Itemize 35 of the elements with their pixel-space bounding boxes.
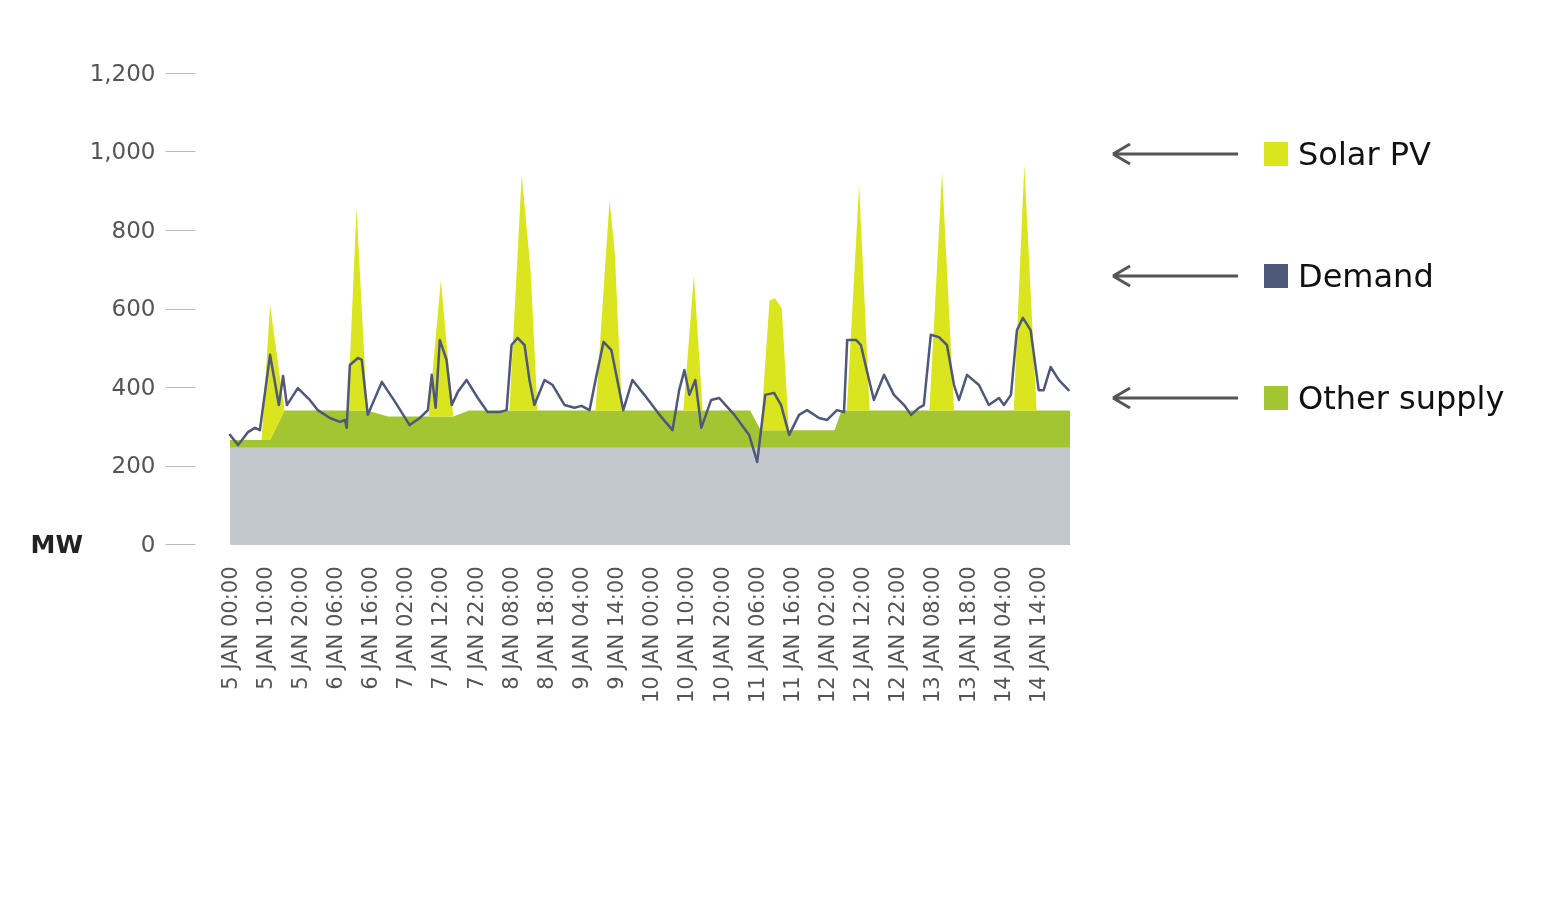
x-tick-label: 9 JAN 04:00 — [568, 566, 593, 690]
x-tick-label: 13 JAN 18:00 — [955, 566, 980, 703]
x-tick-label: 11 JAN 16:00 — [779, 566, 804, 703]
x-tick-label: 10 JAN 10:00 — [674, 566, 699, 703]
x-tick-label: 5 JAN 10:00 — [252, 566, 277, 690]
x-tick-label: 10 JAN 20:00 — [709, 566, 734, 703]
y-tick-label: 800 — [111, 216, 156, 243]
x-tick-label: 7 JAN 12:00 — [428, 566, 453, 690]
y-axis-title: MW — [30, 529, 83, 559]
y-tick-label: 200 — [111, 452, 156, 478]
x-tick-label: 8 JAN 08:00 — [498, 566, 523, 690]
y-tick-label: 400 — [111, 373, 156, 400]
x-tick-label: 12 JAN 02:00 — [814, 566, 839, 703]
x-tick-label: 8 JAN 18:00 — [533, 566, 558, 690]
y-tick-label: 600 — [111, 295, 156, 321]
x-tick-label: 12 JAN 22:00 — [885, 566, 910, 703]
x-tick-label: 7 JAN 02:00 — [393, 566, 418, 690]
x-tick-label: 13 JAN 08:00 — [920, 566, 945, 703]
y-tick-label: 1,200 — [89, 59, 156, 86]
y-tick-label: 1,000 — [89, 138, 156, 164]
legend-label: Other supply — [1298, 379, 1505, 417]
legend-label: Demand — [1298, 257, 1434, 295]
x-tick-label: 7 JAN 22:00 — [463, 566, 488, 690]
x-tick-label: 9 JAN 14:00 — [604, 566, 629, 690]
x-tick-label: 12 JAN 12:00 — [850, 566, 875, 703]
x-tick-label: 11 JAN 06:00 — [744, 566, 769, 703]
x-tick-label: 14 JAN 14:00 — [1025, 566, 1050, 703]
y-tick-label: 0 — [140, 530, 156, 557]
x-tick-label: 5 JAN 00:00 — [217, 566, 242, 690]
x-tick-label: 14 JAN 04:00 — [990, 566, 1015, 703]
x-tick-label: 6 JAN 16:00 — [358, 566, 383, 690]
x-tick-label: 10 JAN 00:00 — [639, 566, 664, 703]
x-tick-label: 6 JAN 06:00 — [322, 566, 347, 690]
x-tick-label: 5 JAN 20:00 — [287, 566, 312, 690]
legend-label: Solar PV — [1298, 135, 1431, 173]
